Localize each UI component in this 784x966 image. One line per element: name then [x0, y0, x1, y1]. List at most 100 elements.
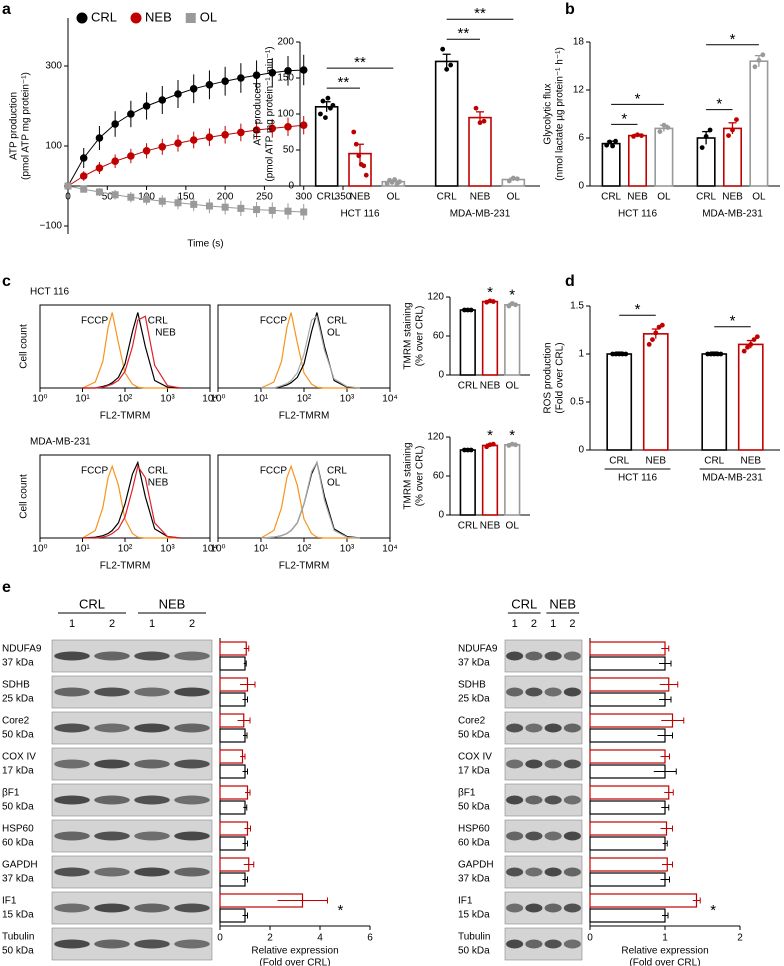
data-point [730, 127, 735, 133]
data-point [756, 58, 762, 63]
kda-label: 50 kDa [458, 946, 490, 957]
data-point [363, 172, 369, 178]
data-point [468, 447, 474, 453]
bar [589, 785, 670, 800]
protein-label: COX IV [458, 752, 492, 763]
data-point [631, 134, 636, 139]
series-line [260, 312, 360, 389]
x-tick-label: 50 [102, 192, 114, 203]
x-tick-label: 1 [662, 933, 668, 944]
point [284, 123, 292, 131]
bar [219, 641, 247, 656]
point [284, 67, 292, 75]
kda-label: 15 kDa [458, 910, 490, 921]
x-axis-label: FL2-TMRM [100, 561, 151, 572]
point [127, 152, 135, 160]
data-point [610, 351, 616, 357]
y-tick-label: 50 [283, 145, 295, 156]
point [221, 77, 229, 85]
data-point [745, 344, 750, 350]
protein-label: COX IV [2, 752, 36, 763]
plot-frame [217, 304, 391, 389]
point [205, 81, 214, 89]
point [158, 143, 167, 151]
blot-band [544, 831, 562, 841]
blot-band [525, 651, 543, 661]
series-line [82, 315, 181, 389]
point [299, 121, 308, 129]
y-tick-label: 120 [427, 432, 444, 443]
group-label: MDA-MB-231 [702, 473, 763, 484]
point [252, 71, 261, 79]
point [174, 199, 182, 207]
protein-label: βF1 [2, 788, 20, 799]
bar [589, 728, 666, 743]
blot-band [563, 687, 581, 697]
x-tick-label: 10² [297, 544, 312, 555]
data-point [748, 342, 754, 347]
lane-label: 1 [512, 618, 518, 630]
bar [589, 677, 670, 692]
curve-label: CRL [148, 316, 168, 327]
y-axis-label: Cell count [19, 324, 30, 369]
category-label: CRL [458, 381, 478, 392]
y-axis-label: Cell count [19, 474, 30, 519]
data-point [506, 178, 512, 184]
data-point [607, 139, 613, 145]
data-point [661, 122, 667, 128]
point [142, 147, 151, 155]
y-axis-label: (pmol ATP mg protein⁻¹) [21, 72, 32, 180]
blot-band [525, 831, 543, 841]
y-axis-label: (Fold over CRL) [555, 342, 566, 413]
x-tick-label: 300 [295, 192, 312, 203]
blot-band [54, 759, 90, 769]
data-point [318, 111, 323, 117]
data-point [653, 330, 659, 336]
data-point [465, 447, 471, 453]
data-point [465, 307, 471, 313]
point [221, 131, 229, 139]
point [95, 188, 103, 196]
data-point [754, 334, 760, 340]
bar [219, 821, 249, 836]
series-line [261, 315, 360, 389]
data-point [711, 351, 717, 357]
point [299, 66, 308, 74]
category-label: NEB [740, 456, 761, 467]
blot-band [94, 687, 130, 697]
kda-label: 50 kDa [458, 802, 490, 813]
kda-label: 25 kDa [2, 694, 34, 705]
y-tick-label: 0 [438, 370, 444, 381]
bar [504, 303, 521, 376]
blot-band [134, 651, 170, 661]
bar [219, 908, 246, 923]
blot-band [506, 939, 524, 949]
x-tick-label: 10³ [160, 394, 175, 405]
protein-label: NDUFA9 [2, 644, 42, 655]
blot-band [563, 903, 581, 913]
point [284, 207, 292, 215]
y-tick-label: 0.5 [570, 397, 584, 408]
data-point [734, 117, 739, 122]
x-tick-label: 10¹ [254, 394, 269, 405]
category-label: OL [657, 192, 671, 203]
panel-label: d [565, 273, 575, 290]
data-point [703, 134, 709, 139]
point [95, 134, 104, 142]
blot-band [134, 759, 170, 769]
x-axis-label: FL2-TMRM [279, 411, 330, 422]
data-point [604, 142, 610, 148]
bar [219, 749, 244, 764]
data-point [320, 98, 326, 104]
category-label: OL [752, 192, 766, 203]
category-label: CRL [458, 521, 478, 532]
x-tick-label: 10⁴ [382, 544, 397, 555]
data-point [353, 141, 359, 147]
group-label: MDA-MB-231 [450, 209, 511, 220]
point [190, 200, 198, 208]
curve-label: FCCP [81, 466, 109, 477]
y-tick-label: 120 [427, 292, 444, 303]
bar [627, 134, 648, 187]
data-point [620, 351, 625, 357]
